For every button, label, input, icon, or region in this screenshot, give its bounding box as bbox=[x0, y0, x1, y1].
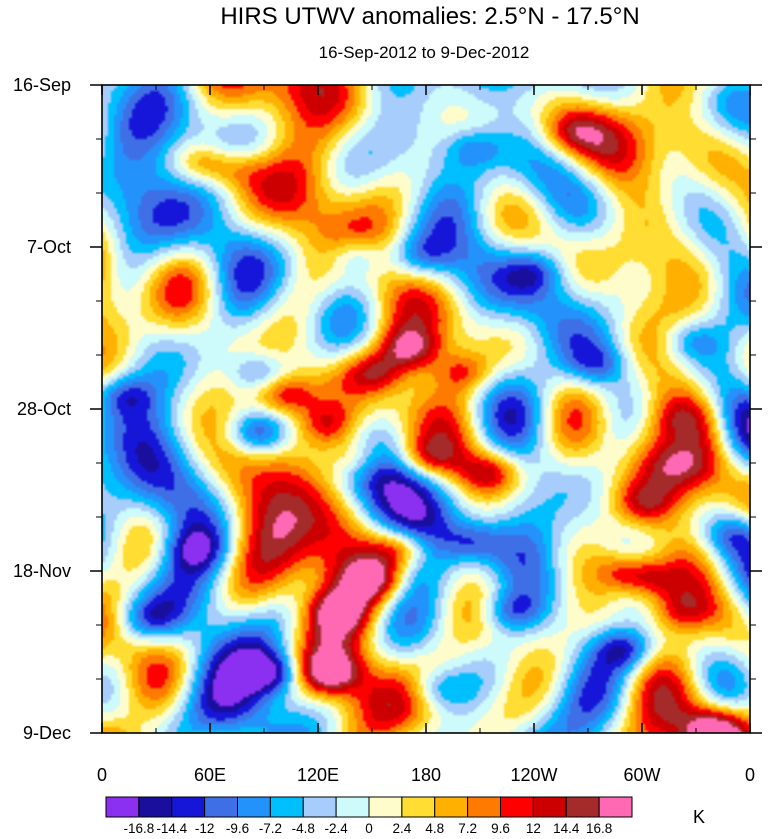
colorbar-swatch bbox=[598, 796, 633, 818]
colorbar-swatch bbox=[204, 796, 238, 818]
colorbar-swatch bbox=[237, 796, 271, 818]
colorbar-label: 7.2 bbox=[458, 821, 477, 834]
colorbar: -16.8 -14.4 -12 -9.6 -7.2 -4.8 -2.4 0 2.4 4.8 7.2 9… bbox=[105, 796, 633, 836]
anomaly-heatmap bbox=[102, 85, 750, 733]
y-tick-label: 18-Nov bbox=[13, 561, 71, 581]
colorbar-label: 4.8 bbox=[425, 821, 444, 834]
x-tick-label: 120E bbox=[297, 765, 339, 785]
colorbar-swatch bbox=[401, 796, 436, 818]
colorbar-swatch bbox=[467, 796, 501, 818]
colorbar-label: -7.2 bbox=[259, 821, 282, 834]
x-tick-label: 0 bbox=[97, 765, 107, 785]
y-tick-label: 28-Oct bbox=[17, 399, 71, 419]
y-tick-label: 9-Dec bbox=[23, 723, 71, 743]
chart-subtitle: 16-Sep-2012 to 9-Dec-2012 bbox=[319, 43, 530, 62]
colorbar-swatch bbox=[335, 796, 370, 818]
colorbar-label: -2.4 bbox=[324, 821, 348, 834]
colorbar-label: 14.4 bbox=[553, 821, 580, 834]
y-tick-label: 7-Oct bbox=[27, 237, 71, 257]
colorbar-label: -14.4 bbox=[156, 821, 187, 834]
colorbar-label: 0 bbox=[365, 821, 373, 834]
colorbar-label: 9.6 bbox=[491, 821, 510, 834]
colorbar-label: -16.8 bbox=[123, 821, 154, 834]
x-tick-label: 180 bbox=[411, 765, 441, 785]
colorbar-swatch bbox=[171, 796, 206, 818]
colorbar-swatch bbox=[532, 796, 567, 818]
axes-group: 0 60E 120E 180 120W 60W 0 16-Sep 7-Oct 28-Oct 18-N… bbox=[13, 75, 762, 785]
colorbar-label: 16.8 bbox=[586, 821, 612, 834]
x-tick-label: 120W bbox=[510, 765, 557, 785]
colorbar-swatch bbox=[105, 796, 140, 818]
colorbar-label: -4.8 bbox=[292, 821, 315, 834]
chart-title: HIRS UTWV anomalies: 2.5°N - 17.5°N bbox=[220, 3, 639, 30]
colorbar-label: 2.4 bbox=[392, 821, 411, 834]
colorbar-label: 12 bbox=[526, 821, 541, 834]
colorbar-unit: K bbox=[693, 807, 705, 827]
colorbar-swatch bbox=[565, 796, 600, 818]
colorbar-label: -12 bbox=[195, 821, 215, 834]
colorbar-swatch bbox=[302, 796, 337, 818]
x-tick-label: 60W bbox=[623, 765, 660, 785]
colorbar-swatch bbox=[368, 796, 403, 818]
x-tick-label: 0 bbox=[745, 765, 755, 785]
colorbar-swatch bbox=[138, 796, 173, 818]
colorbar-label: -9.6 bbox=[226, 821, 249, 834]
colorbar-swatch bbox=[500, 796, 534, 818]
y-tick-label: 16-Sep bbox=[13, 75, 71, 95]
colorbar-swatch bbox=[269, 796, 304, 818]
colorbar-swatch bbox=[434, 796, 469, 818]
x-tick-label: 60E bbox=[194, 765, 226, 785]
